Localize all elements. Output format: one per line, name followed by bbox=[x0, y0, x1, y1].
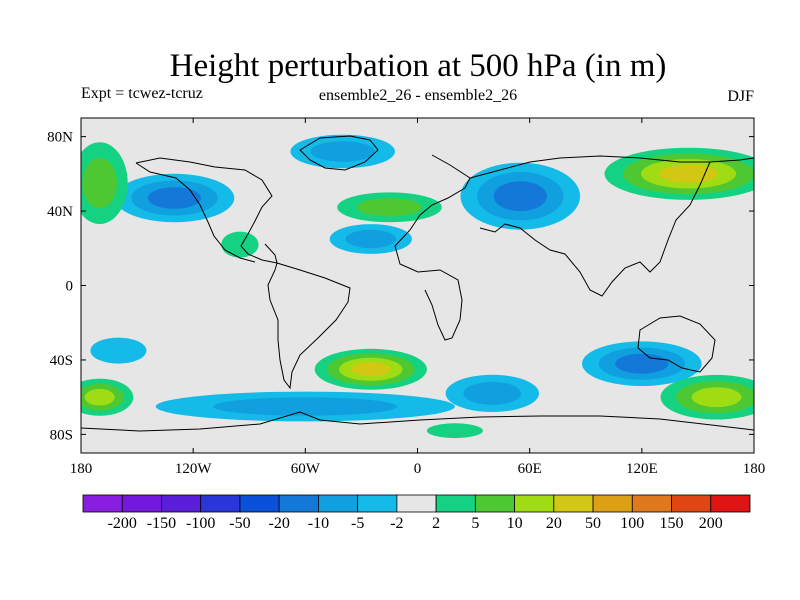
contour-fill-east-siberia-high-4 bbox=[659, 164, 718, 183]
ensemble-label: ensemble2_26 - ensemble2_26 bbox=[319, 87, 517, 104]
colorbar-label: 2 bbox=[432, 515, 440, 532]
colorbar-box-13 bbox=[553, 494, 594, 513]
colorbar-box-5 bbox=[239, 494, 280, 513]
contour-fill-far-south-high-1 bbox=[426, 423, 483, 439]
contour-fill-greenland-low-2 bbox=[310, 141, 375, 162]
contour-fill-atlantic-trough-2 bbox=[345, 229, 397, 249]
colorbar-label: 10 bbox=[507, 515, 523, 532]
y-tick-label: 80N bbox=[47, 130, 73, 146]
greenland-coast bbox=[299, 135, 379, 171]
colorbar-box-6 bbox=[278, 494, 319, 513]
x-tick-label: 180 bbox=[70, 461, 93, 477]
contour-fill-north-atlantic-high-2 bbox=[357, 198, 422, 217]
colorbar: -200 -150 -100 -50 -20 -10 -5 -2 2 5 10 20 50 100 150 2… bbox=[82, 494, 751, 532]
x-tick-label: 120W bbox=[175, 461, 213, 477]
latitude-axis: 80N 40N 0 40S 80S bbox=[47, 130, 754, 443]
x-tick-label: 60E bbox=[518, 461, 542, 477]
colorbar-box-16 bbox=[671, 494, 712, 513]
colorbar-label: 150 bbox=[660, 515, 684, 532]
x-tick-label: 60W bbox=[291, 461, 321, 477]
colorbar-label: -100 bbox=[186, 515, 215, 532]
y-tick-label: 0 bbox=[66, 279, 74, 295]
colorbar-label: -10 bbox=[308, 515, 329, 532]
colorbar-box-4 bbox=[200, 494, 241, 513]
colorbar-label: -2 bbox=[390, 515, 403, 532]
colorbar-box-14 bbox=[592, 494, 633, 513]
contour-fill-south-atlantic-high-4 bbox=[351, 362, 391, 377]
colorbar-label: 50 bbox=[585, 515, 601, 532]
colorbar-box-12 bbox=[514, 494, 555, 513]
contour-fill-west-siberia-low-3 bbox=[493, 181, 547, 212]
chart-title: Height perturbation at 500 hPa (in m) bbox=[170, 48, 667, 84]
colorbar-label: 200 bbox=[699, 515, 723, 532]
colorbar-box-8 bbox=[357, 494, 398, 513]
colorbar-label: -5 bbox=[351, 515, 364, 532]
colorbar-label: -20 bbox=[269, 515, 290, 532]
x-tick-label: 120E bbox=[626, 461, 658, 477]
experiment-label: Expt = tcwez-tcruz bbox=[81, 85, 203, 102]
colorbar-label: 100 bbox=[620, 515, 644, 532]
colorbar-box-9 bbox=[396, 494, 437, 513]
perturbation-field bbox=[81, 134, 754, 439]
colorbar-label: 20 bbox=[546, 515, 562, 532]
eurasia-coast bbox=[469, 155, 754, 297]
australia-coast bbox=[637, 315, 716, 373]
y-tick-label: 40S bbox=[50, 353, 73, 369]
map-plot-area: 80N 40N 0 40S 80S 180 120W 60W 0 60E 120E 180 bbox=[47, 117, 766, 477]
colorbar-box-2 bbox=[121, 494, 162, 513]
season-label: DJF bbox=[727, 88, 754, 105]
contour-fill-southeast-pacific-low-1 bbox=[90, 337, 147, 364]
colorbar-label: -50 bbox=[229, 515, 250, 532]
colorbar-box-3 bbox=[161, 494, 202, 513]
y-tick-label: 80S bbox=[50, 427, 73, 443]
contour-fill-southern-ocean-low-2 bbox=[213, 397, 398, 416]
colorbar-box-10 bbox=[435, 494, 476, 513]
colorbar-label: -150 bbox=[147, 515, 176, 532]
colorbar-box-17 bbox=[710, 494, 751, 513]
colorbar-label: -200 bbox=[108, 515, 137, 532]
x-tick-label: 0 bbox=[414, 461, 422, 477]
colorbar-box-11 bbox=[474, 494, 515, 513]
coastlines bbox=[81, 135, 754, 432]
y-tick-label: 40N bbox=[47, 204, 73, 220]
x-tick-label: 180 bbox=[743, 461, 766, 477]
colorbar-box-7 bbox=[318, 494, 359, 513]
contour-fill-tasman-high-3 bbox=[691, 387, 742, 408]
colorbar-label: 5 bbox=[471, 515, 479, 532]
colorbar-box-15 bbox=[631, 494, 672, 513]
south-america-coast bbox=[267, 262, 351, 390]
colorbar-box-1 bbox=[82, 494, 123, 513]
north-america-coast bbox=[135, 157, 278, 264]
contour-fill-north-pacific-low-3 bbox=[147, 187, 202, 209]
longitude-axis: 180 120W 60W 0 60E 120E 180 bbox=[70, 118, 766, 477]
contour-fill-southwest-pacific-high-3 bbox=[84, 388, 115, 406]
contour-fill-indian-ocean-low-2 bbox=[463, 381, 522, 405]
antarctica-coast bbox=[81, 411, 754, 432]
contour-fill-mexico-high-1 bbox=[221, 231, 259, 258]
contour-fill-australia-low-3 bbox=[615, 353, 669, 374]
contour-fill-north-pacific-high-2 bbox=[82, 157, 117, 209]
europe-africa-coast bbox=[394, 154, 471, 341]
